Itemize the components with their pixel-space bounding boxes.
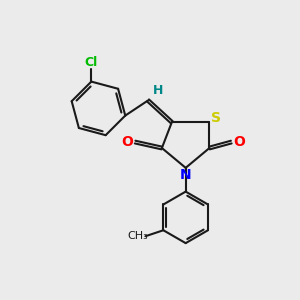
Text: Cl: Cl — [85, 56, 98, 69]
Text: S: S — [212, 111, 221, 125]
Text: O: O — [121, 135, 133, 149]
Text: H: H — [153, 84, 163, 97]
Text: N: N — [180, 168, 191, 182]
Text: O: O — [233, 135, 245, 149]
Text: CH₃: CH₃ — [127, 231, 148, 241]
